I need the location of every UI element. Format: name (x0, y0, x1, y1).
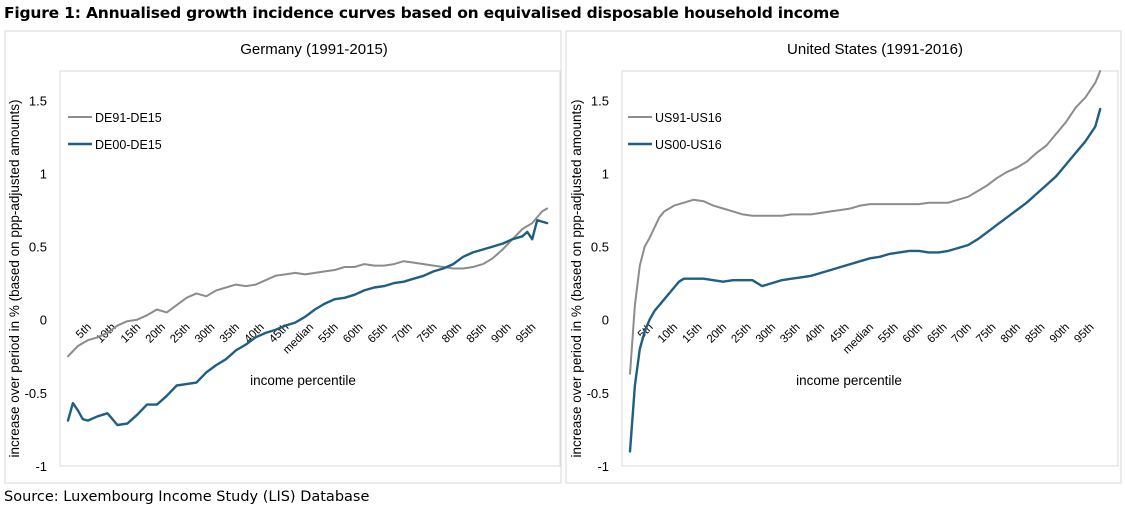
x-tick-label: 60th (341, 321, 365, 345)
legend-label-us00-us16: US00-US16 (655, 138, 722, 152)
x-tick-label: 25th (168, 321, 192, 345)
series-line-de91-de15 (67, 207, 549, 358)
figure-title: Figure 1: Annualised growth incidence cu… (4, 4, 840, 22)
legend-label-de91-de15: DE91-DE15 (95, 111, 162, 125)
y-axis-label: increase over period in % (based on ppp-… (7, 100, 22, 458)
x-tick-label: 80th (440, 321, 464, 345)
x-tick-label: 95th (514, 321, 538, 345)
source-note: Source: Luxembourg Income Study (LIS) Da… (4, 489, 370, 505)
y-tick-label: 1.5 (591, 93, 609, 108)
series-line-us91-us16 (629, 70, 1102, 375)
x-tick-label: 15th (680, 321, 704, 345)
x-axis-label: income percentile (250, 373, 356, 388)
x-tick-label: 90th (489, 321, 513, 345)
chart-frame (4, 30, 562, 484)
plot-area-border (59, 70, 561, 467)
y-tick-label: -1 (35, 459, 47, 474)
x-tick-label: 70th (950, 321, 974, 345)
y-tick-label: 0.5 (591, 240, 609, 255)
x-tick-label: 35th (778, 321, 802, 345)
x-tick-label: 85th (465, 321, 489, 345)
y-tick-label: -0.5 (587, 386, 609, 401)
series-line-de00-de15 (66, 219, 549, 427)
x-tick-label: 65th (366, 321, 390, 345)
series-line-us00-us16 (628, 107, 1102, 453)
y-tick-label: 0 (40, 313, 47, 328)
x-tick-label: 55th (316, 321, 340, 345)
x-tick-label: 90th (1048, 321, 1072, 345)
plot-area-border (621, 70, 1119, 467)
x-tick-label: 55th (876, 321, 900, 345)
x-tick-label: 40th (803, 321, 827, 345)
x-tick-label: 20th (705, 321, 729, 345)
chart-frame (565, 30, 1122, 484)
x-tick-label: 70th (391, 321, 415, 345)
x-tick-label: 95th (1072, 321, 1096, 345)
y-tick-label: 1 (602, 166, 609, 181)
chart-united-states: United States (1991-2016) -1 -0.5 0 0.5 1 1.5 5… (565, 30, 1122, 484)
y-tick-label: 0 (602, 313, 609, 328)
legend-label-us91-us16: US91-US16 (655, 111, 722, 125)
y-tick-label: -1 (597, 459, 609, 474)
x-tick-label: 20th (144, 321, 168, 345)
x-tick-label: 75th (415, 321, 439, 345)
x-tick-label: 25th (729, 321, 753, 345)
y-axis-label: increase over period in % (based on ppp-… (569, 100, 584, 458)
x-tick-label: 10th (656, 321, 680, 345)
x-tick-label: 60th (901, 321, 925, 345)
chart-germany: Germany (1991-2015)-1-0.500.511.55th 10th… (4, 30, 562, 484)
x-tick-label: 85th (1023, 321, 1047, 345)
y-tick-label: 1 (40, 166, 47, 181)
x-tick-label: 15th (119, 321, 143, 345)
chart-title: Germany (1991-2015) (240, 41, 388, 58)
y-tick-label: -0.5 (25, 386, 47, 401)
x-tick-label: 75th (974, 321, 998, 345)
x-tick-label: 5th (74, 321, 94, 341)
chart-title: United States (1991-2016) (787, 41, 963, 58)
y-tick-label: 0.5 (29, 240, 47, 255)
legend-label-de00-de15: DE00-DE15 (95, 138, 162, 152)
x-tick-label: 80th (999, 321, 1023, 345)
x-axis-label: income percentile (796, 373, 902, 388)
x-tick-label: 30th (754, 321, 778, 345)
x-tick-label: 65th (925, 321, 949, 345)
x-tick-label: 30th (193, 321, 217, 345)
y-tick-label: 1.5 (29, 93, 47, 108)
x-tick-label: 35th (218, 321, 242, 345)
